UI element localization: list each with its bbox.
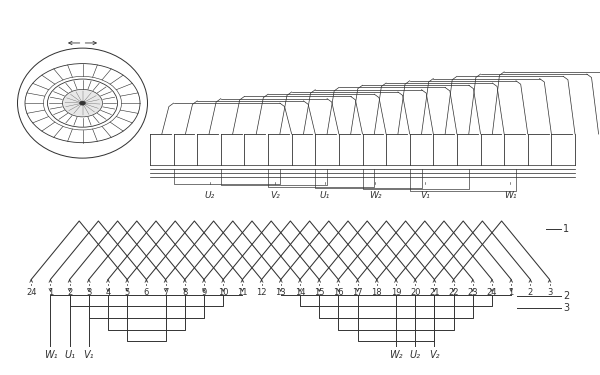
Text: U₂: U₂ [410, 350, 421, 360]
Text: 11: 11 [237, 288, 248, 297]
Text: 2: 2 [67, 288, 72, 297]
Text: 16: 16 [333, 288, 344, 297]
Text: V₂: V₂ [429, 350, 440, 360]
Text: 20: 20 [410, 288, 421, 297]
Text: 15: 15 [314, 288, 325, 297]
Text: 1: 1 [48, 288, 53, 297]
Text: 3: 3 [86, 288, 91, 297]
Text: W₁: W₁ [44, 350, 57, 360]
Text: 12: 12 [256, 288, 267, 297]
Text: 5: 5 [125, 288, 130, 297]
Text: 13: 13 [275, 288, 286, 297]
Text: 22: 22 [448, 288, 459, 297]
Text: 3: 3 [547, 288, 552, 297]
Text: 24: 24 [487, 288, 497, 297]
Text: 3: 3 [563, 303, 569, 313]
Text: 10: 10 [218, 288, 229, 297]
Text: W₂: W₂ [369, 191, 381, 200]
Text: W₁: W₁ [504, 191, 516, 200]
Text: 6: 6 [144, 288, 149, 297]
Text: 21: 21 [429, 288, 440, 297]
Text: V₂: V₂ [270, 191, 280, 200]
Text: 17: 17 [352, 288, 363, 297]
Text: 2: 2 [528, 288, 533, 297]
Circle shape [62, 89, 103, 117]
Text: 4: 4 [106, 288, 110, 297]
Text: 9: 9 [202, 288, 206, 297]
Text: 2: 2 [563, 291, 569, 302]
Text: U₁: U₁ [320, 191, 330, 200]
Text: W₂: W₂ [389, 350, 403, 360]
Text: 19: 19 [391, 288, 401, 297]
Text: 24: 24 [26, 288, 37, 297]
Text: 23: 23 [467, 288, 478, 297]
Text: 1: 1 [563, 224, 569, 234]
Circle shape [79, 101, 86, 105]
Text: U₁: U₁ [64, 350, 75, 360]
Text: 7: 7 [163, 288, 168, 297]
Text: U₂: U₂ [205, 191, 215, 200]
Text: 18: 18 [371, 288, 382, 297]
Text: V₁: V₁ [83, 350, 94, 360]
Text: 14: 14 [295, 288, 305, 297]
Text: 1: 1 [509, 288, 514, 297]
Text: V₁: V₁ [420, 191, 430, 200]
Text: 8: 8 [182, 288, 187, 297]
